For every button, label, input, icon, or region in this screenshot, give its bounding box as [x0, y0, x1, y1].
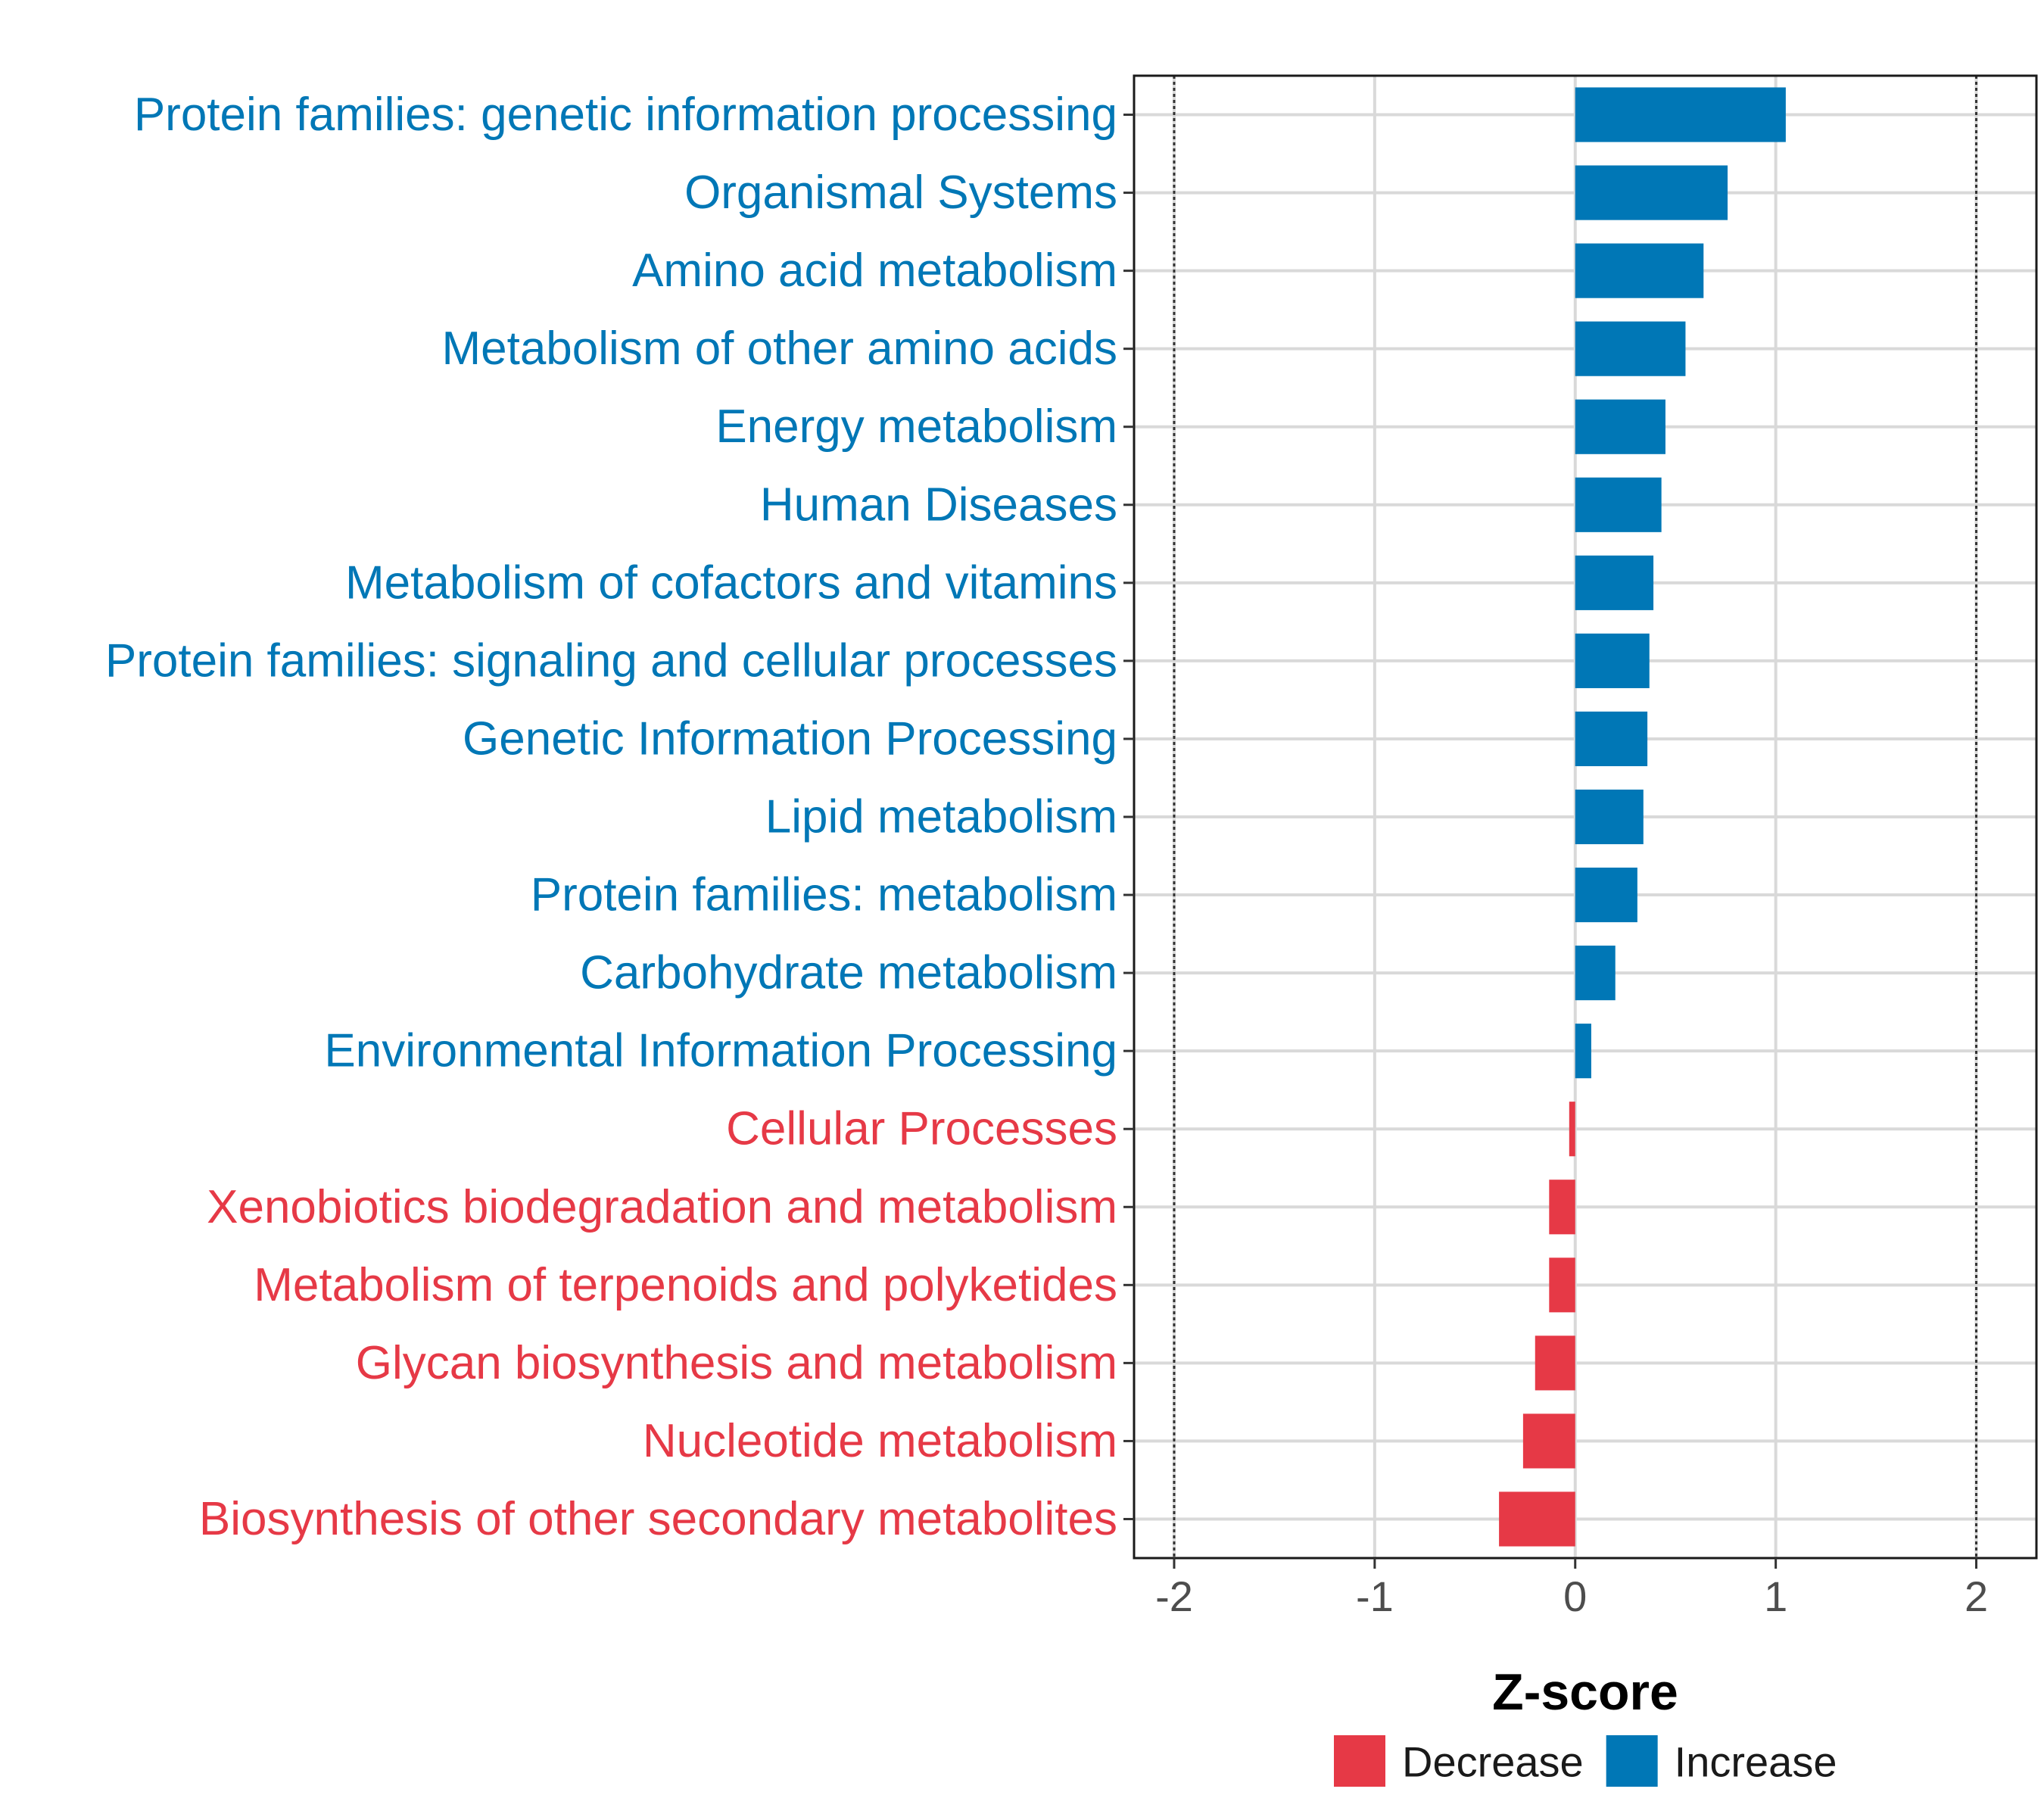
category-label: Glycan biosynthesis and metabolism: [356, 1337, 1117, 1389]
category-label: Metabolism of cofactors and vitamins: [345, 556, 1117, 609]
bar: [1575, 633, 1650, 688]
legend-label: Decrease: [1402, 1738, 1584, 1786]
bar: [1575, 165, 1728, 220]
x-tick-label: -1: [1356, 1572, 1394, 1620]
category-label: Protein families: metabolism: [531, 869, 1117, 921]
category-label: Metabolism of other amino acids: [441, 323, 1117, 375]
bar: [1549, 1258, 1575, 1313]
bar: [1575, 87, 1786, 142]
category-label: Protein families: signaling and cellular…: [105, 634, 1117, 687]
x-axis-title: Z-score: [1492, 1663, 1678, 1721]
category-label: Organismal Systems: [684, 167, 1117, 219]
bar: [1575, 399, 1665, 454]
bar: [1549, 1180, 1575, 1235]
x-tick-label: -2: [1155, 1572, 1193, 1620]
bar: [1499, 1491, 1575, 1547]
legend-label: Increase: [1675, 1738, 1837, 1786]
category-label: Amino acid metabolism: [632, 245, 1117, 297]
bar: [1575, 477, 1662, 532]
category-label: Lipid metabolism: [765, 791, 1117, 843]
category-label: Xenobiotics biodegradation and metabolis…: [207, 1181, 1117, 1233]
bar: [1575, 946, 1616, 1001]
category-label: Biosynthesis of other secondary metaboli…: [199, 1493, 1117, 1545]
bar: [1575, 555, 1654, 610]
bar: [1569, 1102, 1575, 1157]
x-tick-label: 2: [1965, 1572, 1988, 1620]
legend-swatch: [1606, 1735, 1658, 1787]
x-tick-label: 1: [1764, 1572, 1787, 1620]
bar: [1575, 1024, 1591, 1079]
category-label: Protein families: genetic information pr…: [134, 89, 1117, 141]
bar: [1575, 243, 1704, 298]
bar: [1535, 1335, 1575, 1391]
category-label: Environmental Information Processing: [324, 1025, 1117, 1077]
category-label: Energy metabolism: [715, 400, 1117, 453]
bar: [1522, 1413, 1575, 1469]
x-tick-label: 0: [1563, 1572, 1587, 1620]
category-label: Nucleotide metabolism: [643, 1415, 1117, 1467]
category-label: Cellular Processes: [726, 1103, 1117, 1155]
category-label: Genetic Information Processing: [463, 712, 1117, 765]
category-label: Metabolism of terpenoids and polyketides: [254, 1259, 1117, 1311]
bar: [1575, 867, 1637, 923]
category-label: Human Diseases: [760, 478, 1117, 531]
bar: [1575, 321, 1686, 376]
category-label: Carbohydrate metabolism: [580, 947, 1117, 999]
legend-swatch: [1334, 1735, 1385, 1787]
bar: [1575, 789, 1644, 845]
bar: [1575, 711, 1648, 767]
